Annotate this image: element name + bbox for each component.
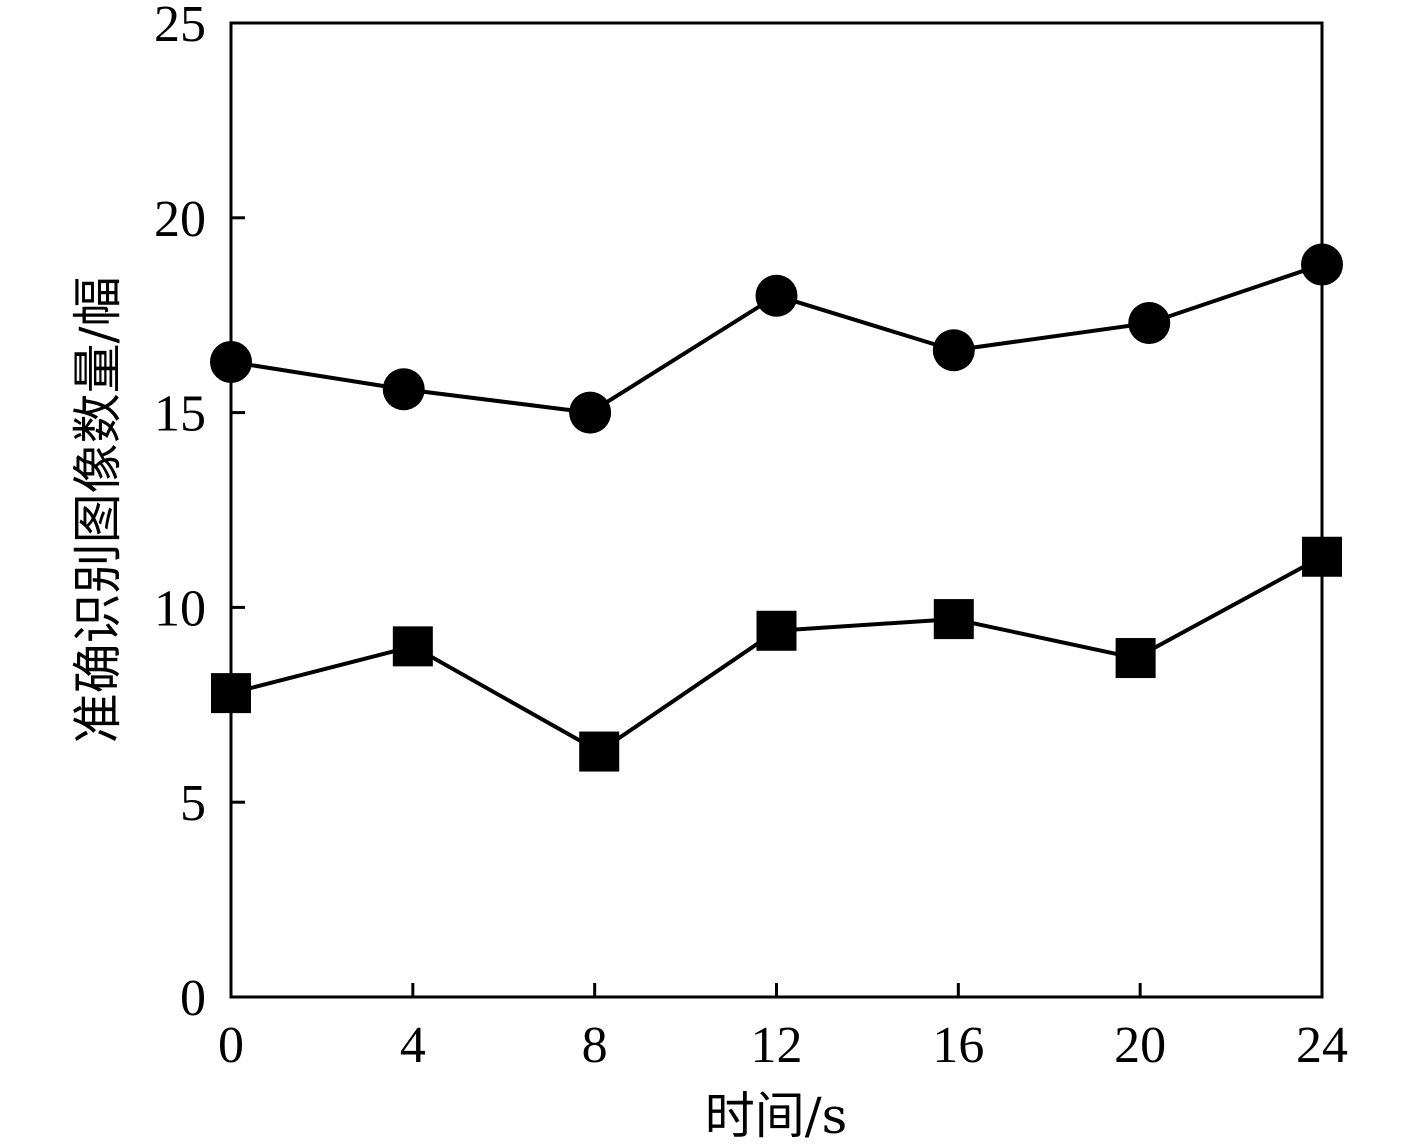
y-tick-label: 5 xyxy=(180,775,206,832)
x-tick-label: 4 xyxy=(400,1017,426,1074)
x-tick-label: 20 xyxy=(1114,1017,1166,1074)
y-axis-title: 准确识别图像数量/幅 xyxy=(69,277,127,744)
data-point-circle xyxy=(210,340,252,383)
x-tick-label: 8 xyxy=(582,1017,608,1074)
series-layer xyxy=(210,243,1343,772)
x-tick-label: 12 xyxy=(751,1017,803,1074)
plot-frame xyxy=(229,21,1324,999)
data-point-square xyxy=(1302,536,1342,577)
y-tick-label: 10 xyxy=(154,580,206,637)
x-axis: 0 4 8 12 16 20 24 xyxy=(218,983,1348,1074)
data-point-square xyxy=(1115,638,1156,679)
x-axis-title: 时间/s xyxy=(705,1087,848,1145)
data-point-square xyxy=(211,673,251,714)
data-point-square xyxy=(392,626,433,667)
data-point-circle xyxy=(382,368,425,411)
data-point-circle xyxy=(1301,243,1343,286)
x-tick-label: 16 xyxy=(932,1017,984,1074)
y-tick-label: 20 xyxy=(154,191,206,248)
data-point-circle xyxy=(755,274,798,317)
data-point-square xyxy=(756,610,797,651)
y-tick-label: 15 xyxy=(154,386,206,443)
x-tick-label: 24 xyxy=(1296,1017,1348,1074)
series-circle xyxy=(210,243,1343,434)
data-point-circle xyxy=(932,329,975,372)
data-point-square xyxy=(579,731,620,772)
y-tick-label: 0 xyxy=(180,970,206,1027)
y-tick-label: 25 xyxy=(154,0,206,53)
series-square xyxy=(211,536,1342,772)
y-axis: 0 5 10 15 20 25 xyxy=(154,0,245,1027)
data-point-square xyxy=(933,599,974,640)
data-point-circle xyxy=(1128,301,1171,344)
data-point-circle xyxy=(569,391,612,434)
x-tick-label: 0 xyxy=(218,1017,244,1074)
